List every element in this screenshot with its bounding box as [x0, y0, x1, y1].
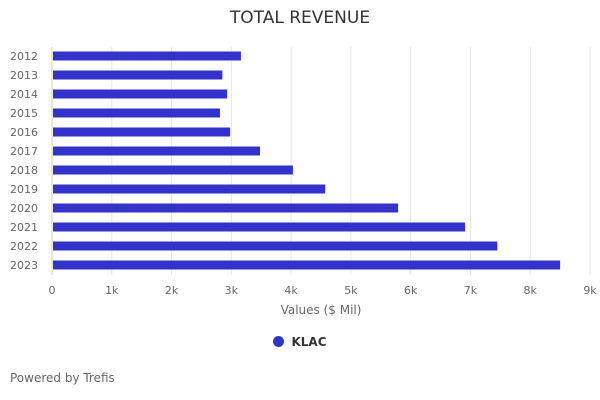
y-tick-label: 2013 [10, 69, 38, 82]
x-tick-label: 4k [284, 284, 298, 297]
legend-label: KLAC [291, 335, 327, 349]
y-tick-label: 2022 [10, 240, 38, 253]
y-tick-label: 2019 [10, 183, 38, 196]
y-tick-label: 2018 [10, 164, 38, 177]
x-tick-label: 8k [524, 284, 538, 297]
bar-2013 [53, 70, 223, 80]
bar-2022 [53, 241, 498, 251]
bar-2023 [53, 260, 561, 270]
bar-2021 [53, 222, 466, 232]
y-tick-label: 2023 [10, 259, 38, 272]
x-tick-label: 0 [49, 284, 56, 297]
x-tick-label: 9k [583, 284, 597, 297]
bar-2019 [53, 184, 326, 194]
bar-2015 [53, 108, 220, 118]
x-tick-label: 1k [105, 284, 119, 297]
x-tick-label: 2k [165, 284, 179, 297]
powered-by-credit[interactable]: Powered by Trefis [10, 371, 115, 385]
y-tick-label: 2012 [10, 50, 38, 63]
chart-title: TOTAL REVENUE [229, 8, 371, 28]
y-tick-label: 2021 [10, 221, 38, 234]
bar-chart: 0 1k 2k 3k 4k 5k 6k 7k 8k 9k 2012 2013 2014 2015 2016 2… [10, 47, 597, 317]
y-tick-label: 2020 [10, 202, 38, 215]
x-tick-label: 3k [225, 284, 239, 297]
legend-marker-icon [273, 336, 285, 347]
bar-2012 [53, 51, 241, 61]
y-tick-label: 2016 [10, 126, 38, 139]
bar-2018 [53, 165, 293, 175]
x-tick-label: 6k [404, 284, 418, 297]
x-tick-label: 5k [344, 284, 358, 297]
legend[interactable]: KLAC [0, 335, 600, 349]
y-tick-label: 2014 [10, 88, 38, 101]
x-tick-label: 7k [464, 284, 478, 297]
x-axis-label: Values ($ Mil) [281, 303, 362, 317]
y-tick-label: 2017 [10, 145, 38, 158]
y-tick-label: 2015 [10, 107, 38, 120]
bar-2017 [53, 146, 261, 156]
bar-2014 [53, 89, 228, 99]
bar-2020 [53, 203, 399, 213]
bar-2016 [53, 127, 231, 137]
